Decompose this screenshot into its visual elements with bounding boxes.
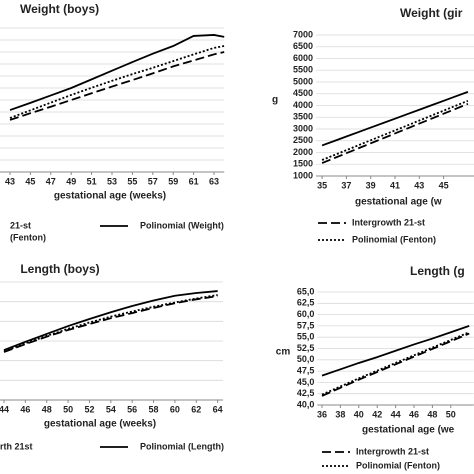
x-tick-label: 40 [354,409,364,419]
legend-label: rth 21st [0,441,33,451]
legend-label: Intergrowth 21-st [352,217,425,227]
legend-label: Polinomial (Length) [140,441,224,451]
chart-title: Length (boys) [20,262,99,276]
x-tick-label: 53 [107,176,117,186]
x-tick-label: 35 [317,180,327,190]
x-tick-label: 63 [209,176,219,186]
series-line [321,331,470,396]
x-tick-label: 54 [106,404,116,414]
y-tick-label: 52,5 [297,343,315,353]
y-tick-label: 2000 [293,147,313,157]
x-tick-label: 39 [366,180,376,190]
x-tick-label: 46 [409,409,419,419]
x-tick-label: 52 [84,404,94,414]
y-tick-label: 57,5 [297,320,315,330]
y-tick-label: 4000 [293,100,313,110]
x-axis-label: gestational age (weeks) [44,419,156,430]
y-tick-label: 42,5 [297,388,315,398]
x-tick-label: 55 [127,176,137,186]
y-tick-label: 65,0 [297,286,315,296]
y-tick-label: 62,5 [297,298,315,308]
x-tick-label: 64 [213,404,223,414]
x-tick-label: 60 [170,404,180,414]
series-line [9,51,225,121]
chart-title: Weight (gir [400,6,463,20]
y-tick-label: 3000 [293,123,313,133]
legend-label: Polinomial (Fenton) [352,234,436,244]
series-line [321,103,469,164]
x-tick-label: 44 [391,409,401,419]
y-tick-label: 1500 [293,159,313,169]
x-tick-label: 45 [25,176,35,186]
y-tick-label: 7000 [293,29,313,39]
legend-label: (Fenton) [10,232,46,242]
x-axis-label: gestational age (weeks) [54,191,166,202]
series-line [321,99,469,161]
x-tick-label: 43 [5,176,15,186]
x-tick-label: 47 [46,176,56,186]
x-tick-label: 59 [168,176,178,186]
chart-title: Weight (boys) [20,2,99,16]
y-tick-label: 1000 [293,170,313,180]
series-line [321,332,470,397]
legend-label: Intergrowth 21-st [356,446,429,456]
y-tick-label: 3500 [293,112,313,122]
series-line [9,45,225,119]
y-tick-label: 6000 [293,53,313,63]
x-tick-label: 44 [0,404,9,414]
x-tick-label: 61 [189,176,199,186]
y-tick-label: 55,0 [297,332,315,342]
x-tick-label: 56 [127,404,137,414]
y-tick-label: 40,0 [297,399,315,409]
x-tick-label: 38 [335,409,345,419]
x-tick-label: 57 [148,176,158,186]
x-tick-label: 42 [372,409,382,419]
y-tick-label: 4500 [293,88,313,98]
x-tick-label: 49 [66,176,76,186]
legend-label: Polinomial (Weight) [140,220,224,230]
legend-label: Polinomial (Fenton) [356,460,440,470]
x-tick-label: 41 [390,180,400,190]
x-tick-label: 43 [414,180,424,190]
x-tick-label: 48 [42,404,52,414]
y-tick-label: 47,5 [297,365,315,375]
x-tick-label: 36 [317,409,327,419]
x-tick-label: 50 [446,409,456,419]
series-line [321,91,469,147]
series-line [9,34,225,111]
y-tick-label: 5000 [293,76,313,86]
y-axis-label: g [272,95,278,106]
x-tick-label: 50 [63,404,73,414]
series-line [3,290,218,351]
x-tick-label: 48 [427,409,437,419]
series-line [3,295,218,353]
series-line [3,294,218,353]
x-axis-label: gestational age (w [355,197,442,208]
y-tick-label: 5500 [293,65,313,75]
y-tick-label: 50,0 [297,354,315,364]
y-tick-label: 2500 [293,135,313,145]
x-tick-label: 62 [191,404,201,414]
x-tick-label: 51 [87,176,97,186]
x-axis-label: gestational age (we [362,425,455,436]
y-tick-label: 60,0 [297,309,315,319]
y-tick-label: 45,0 [297,377,315,387]
x-tick-label: 46 [20,404,30,414]
series-line [321,325,470,377]
legend-label: 21-st [10,220,31,230]
y-axis-label: cm [276,347,291,358]
x-tick-label: 37 [341,180,351,190]
x-tick-label: 45 [439,180,449,190]
chart-title: Length (g [410,264,465,278]
x-tick-label: 58 [149,404,159,414]
y-tick-label: 6500 [293,41,313,51]
